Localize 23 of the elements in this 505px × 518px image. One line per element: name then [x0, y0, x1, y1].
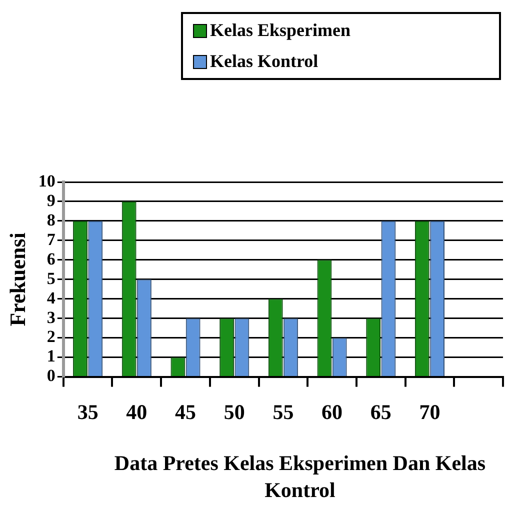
y-tick-label: 10: [38, 171, 56, 190]
x-tick-label: 55: [272, 400, 294, 424]
legend-label: Kelas Kontrol: [210, 51, 318, 72]
y-tick-label: 9: [46, 190, 56, 210]
x-tick-label: 35: [77, 400, 98, 424]
y-tick-label: 7: [46, 230, 56, 249]
y-tick-label: 5: [46, 268, 56, 288]
y-tick-label: 2: [46, 327, 56, 346]
y-axis-title: Frekuensi: [4, 232, 30, 326]
y-tick-label: 4: [46, 288, 56, 308]
x-tick-label: 65: [370, 400, 392, 424]
y-tick-label: 1: [46, 346, 56, 366]
x-tick-label: 50: [224, 400, 245, 424]
y-tick-label: 0: [46, 366, 56, 386]
legend-label: Kelas Eksperimen: [210, 20, 351, 41]
y-tick-label: 3: [46, 308, 56, 327]
x-tick-label: 60: [322, 400, 343, 424]
x-tick-label: 40: [126, 400, 148, 424]
x-tick-label: 70: [419, 400, 440, 424]
y-tick-label: 6: [46, 249, 56, 268]
x-axis-title: Data Pretes Kelas Eksperimen Dan Kelas Kontrol: [113, 450, 487, 504]
x-tick-label: 45: [175, 400, 196, 424]
y-tick-label: 8: [46, 210, 56, 230]
